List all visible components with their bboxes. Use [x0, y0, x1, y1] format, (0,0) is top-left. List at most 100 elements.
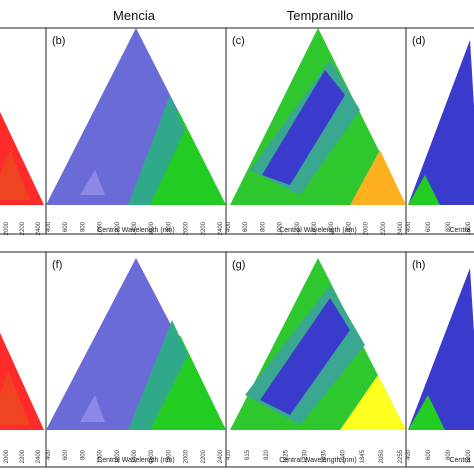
tick-label: 1025 [283, 449, 289, 463]
panel-label-h: (h) [412, 259, 425, 271]
tick-label: 400 [46, 449, 52, 460]
triangle-g-blue [260, 298, 350, 415]
tick-label: 1200 [115, 221, 121, 235]
tick-label: 1400 [132, 221, 138, 235]
panel-label-f: (f) [52, 259, 62, 271]
tick-label: 1600 [149, 449, 155, 463]
tick-label: 410 [226, 449, 232, 460]
tick-label: 1000 [98, 449, 104, 463]
tick-label: 400 [46, 221, 52, 232]
tick-label: 2200 [20, 449, 26, 463]
tick-label: 1400 [132, 449, 138, 463]
tick-label: 2400 [36, 221, 42, 235]
tick-label: 1200 [295, 221, 301, 235]
tick-label: 1000 [278, 221, 284, 235]
xlabel-f: Central Wavelength (nm) [97, 457, 175, 464]
tick-label: 2200 [20, 221, 26, 235]
tick-label: 1800 [166, 221, 172, 235]
tick-label: 2050 [379, 449, 385, 463]
frame-d [405, 27, 474, 235]
tick-label: 400 [406, 449, 412, 460]
tick-label: 600 [63, 221, 69, 232]
panel-g: (g) 410 615 820 1025 1230 1435 1640 1845 2050 225… [226, 258, 406, 464]
tick-label: 600 [426, 449, 432, 460]
tick-label: 1000 [98, 221, 104, 235]
panel-label-g: (g) [232, 259, 245, 271]
tick-label: 1600 [149, 221, 155, 235]
tick-label: 2200 [381, 221, 387, 235]
tick-label: 600 [63, 449, 69, 460]
triangle-f-teal [128, 320, 188, 430]
partial-patch-bottom [0, 370, 30, 425]
ticks-h: 400 600 800 1000 [406, 449, 472, 463]
tick-label: 800 [446, 221, 452, 232]
tick-label: 1640 [341, 449, 347, 463]
tick-label: 800 [80, 221, 86, 232]
tick-label: 600 [243, 221, 249, 232]
ticks-top-left: 2000 2200 2400 [4, 221, 42, 235]
tick-label: 2200 [201, 221, 207, 235]
ticks-g: 410 615 820 1025 1230 1435 1640 1845 2050 2255 [226, 449, 404, 463]
xlabel-d: Centra [449, 227, 470, 234]
tick-label: 820 [264, 449, 270, 460]
tick-label: 400 [226, 221, 232, 232]
triangle-b-patch [80, 170, 105, 195]
tick-label: 2400 [398, 221, 404, 235]
tick-label: 2000 [364, 221, 370, 235]
panel-h: (h) 400 600 800 1000 Centra [406, 259, 474, 464]
tick-label: 800 [260, 221, 266, 232]
tick-label: 2400 [218, 449, 224, 463]
tick-label: 2000 [184, 449, 190, 463]
tick-label: 1845 [360, 449, 366, 463]
triangle-d-green [408, 175, 440, 205]
triangle-h-base [408, 268, 474, 430]
partial-patch-top [0, 150, 30, 200]
panel-label-b: (b) [52, 35, 65, 47]
tick-label: 1800 [166, 449, 172, 463]
panel-c: (c) 400 600 800 1000 1200 1400 1600 1800 2000 220… [226, 28, 406, 235]
triangle-b-teal [128, 95, 185, 205]
triangle-b-green [140, 110, 226, 205]
partial-panel-top-left [0, 111, 44, 205]
panel-b: (b) 400 600 800 1000 1200 1400 1600 1800 2000 220… [46, 28, 226, 235]
tick-label: 1000 [466, 221, 472, 235]
xlabel-b: Central Wavelength (nm) [97, 227, 175, 234]
triangle-g-yellow [340, 375, 406, 430]
triangle-h-green [408, 395, 445, 430]
triangle-d-base [408, 40, 474, 205]
ticks-d: 400 600 800 1000 [406, 221, 472, 235]
tick-label: 2000 [184, 221, 190, 235]
triangle-c-blue [262, 70, 345, 185]
tick-label: 400 [406, 221, 412, 232]
tick-label: 800 [446, 449, 452, 460]
panel-label-c: (c) [232, 35, 245, 47]
tick-label: 600 [426, 221, 432, 232]
ticks-f: 400 600 800 1000 1200 1400 1600 1800 2000 2200 240… [46, 449, 224, 463]
panel-frames [0, 27, 474, 468]
panel-f: (f) 400 600 800 1000 1200 1400 1600 1800 2000 220… [46, 258, 226, 464]
column-title-mencia: Mencia [113, 8, 156, 23]
ticks-c: 400 600 800 1000 1200 1400 1600 1800 2000 2200 240… [226, 221, 404, 235]
tick-label: 1400 [312, 221, 318, 235]
panel-label-d: (d) [412, 35, 425, 47]
frame-h [405, 251, 474, 468]
xlabel-c: Central Wavelength (nm) [279, 227, 357, 234]
tick-label: 2000 [4, 449, 10, 463]
tick-label: 615 [245, 449, 251, 460]
tick-label: 2400 [218, 221, 224, 235]
xlabel-h: Centra [449, 457, 470, 464]
triangle-c-orange [350, 150, 406, 205]
tick-label: 1800 [346, 221, 352, 235]
xlabel-g: Central Wavelength (nm) [279, 457, 357, 464]
partial-panel-bottom-left [0, 332, 44, 430]
tick-label: 1600 [329, 221, 335, 235]
tick-label: 2200 [201, 449, 207, 463]
tick-label: 1200 [115, 449, 121, 463]
tick-label: 2255 [398, 449, 404, 463]
column-title-tempranillo: Tempranillo [287, 8, 353, 23]
ticks-bottom-left: 2000 2200 2400 [4, 449, 42, 463]
tick-label: 1435 [322, 449, 328, 463]
tick-label: 1000 [466, 449, 472, 463]
tick-label: 2400 [36, 449, 42, 463]
